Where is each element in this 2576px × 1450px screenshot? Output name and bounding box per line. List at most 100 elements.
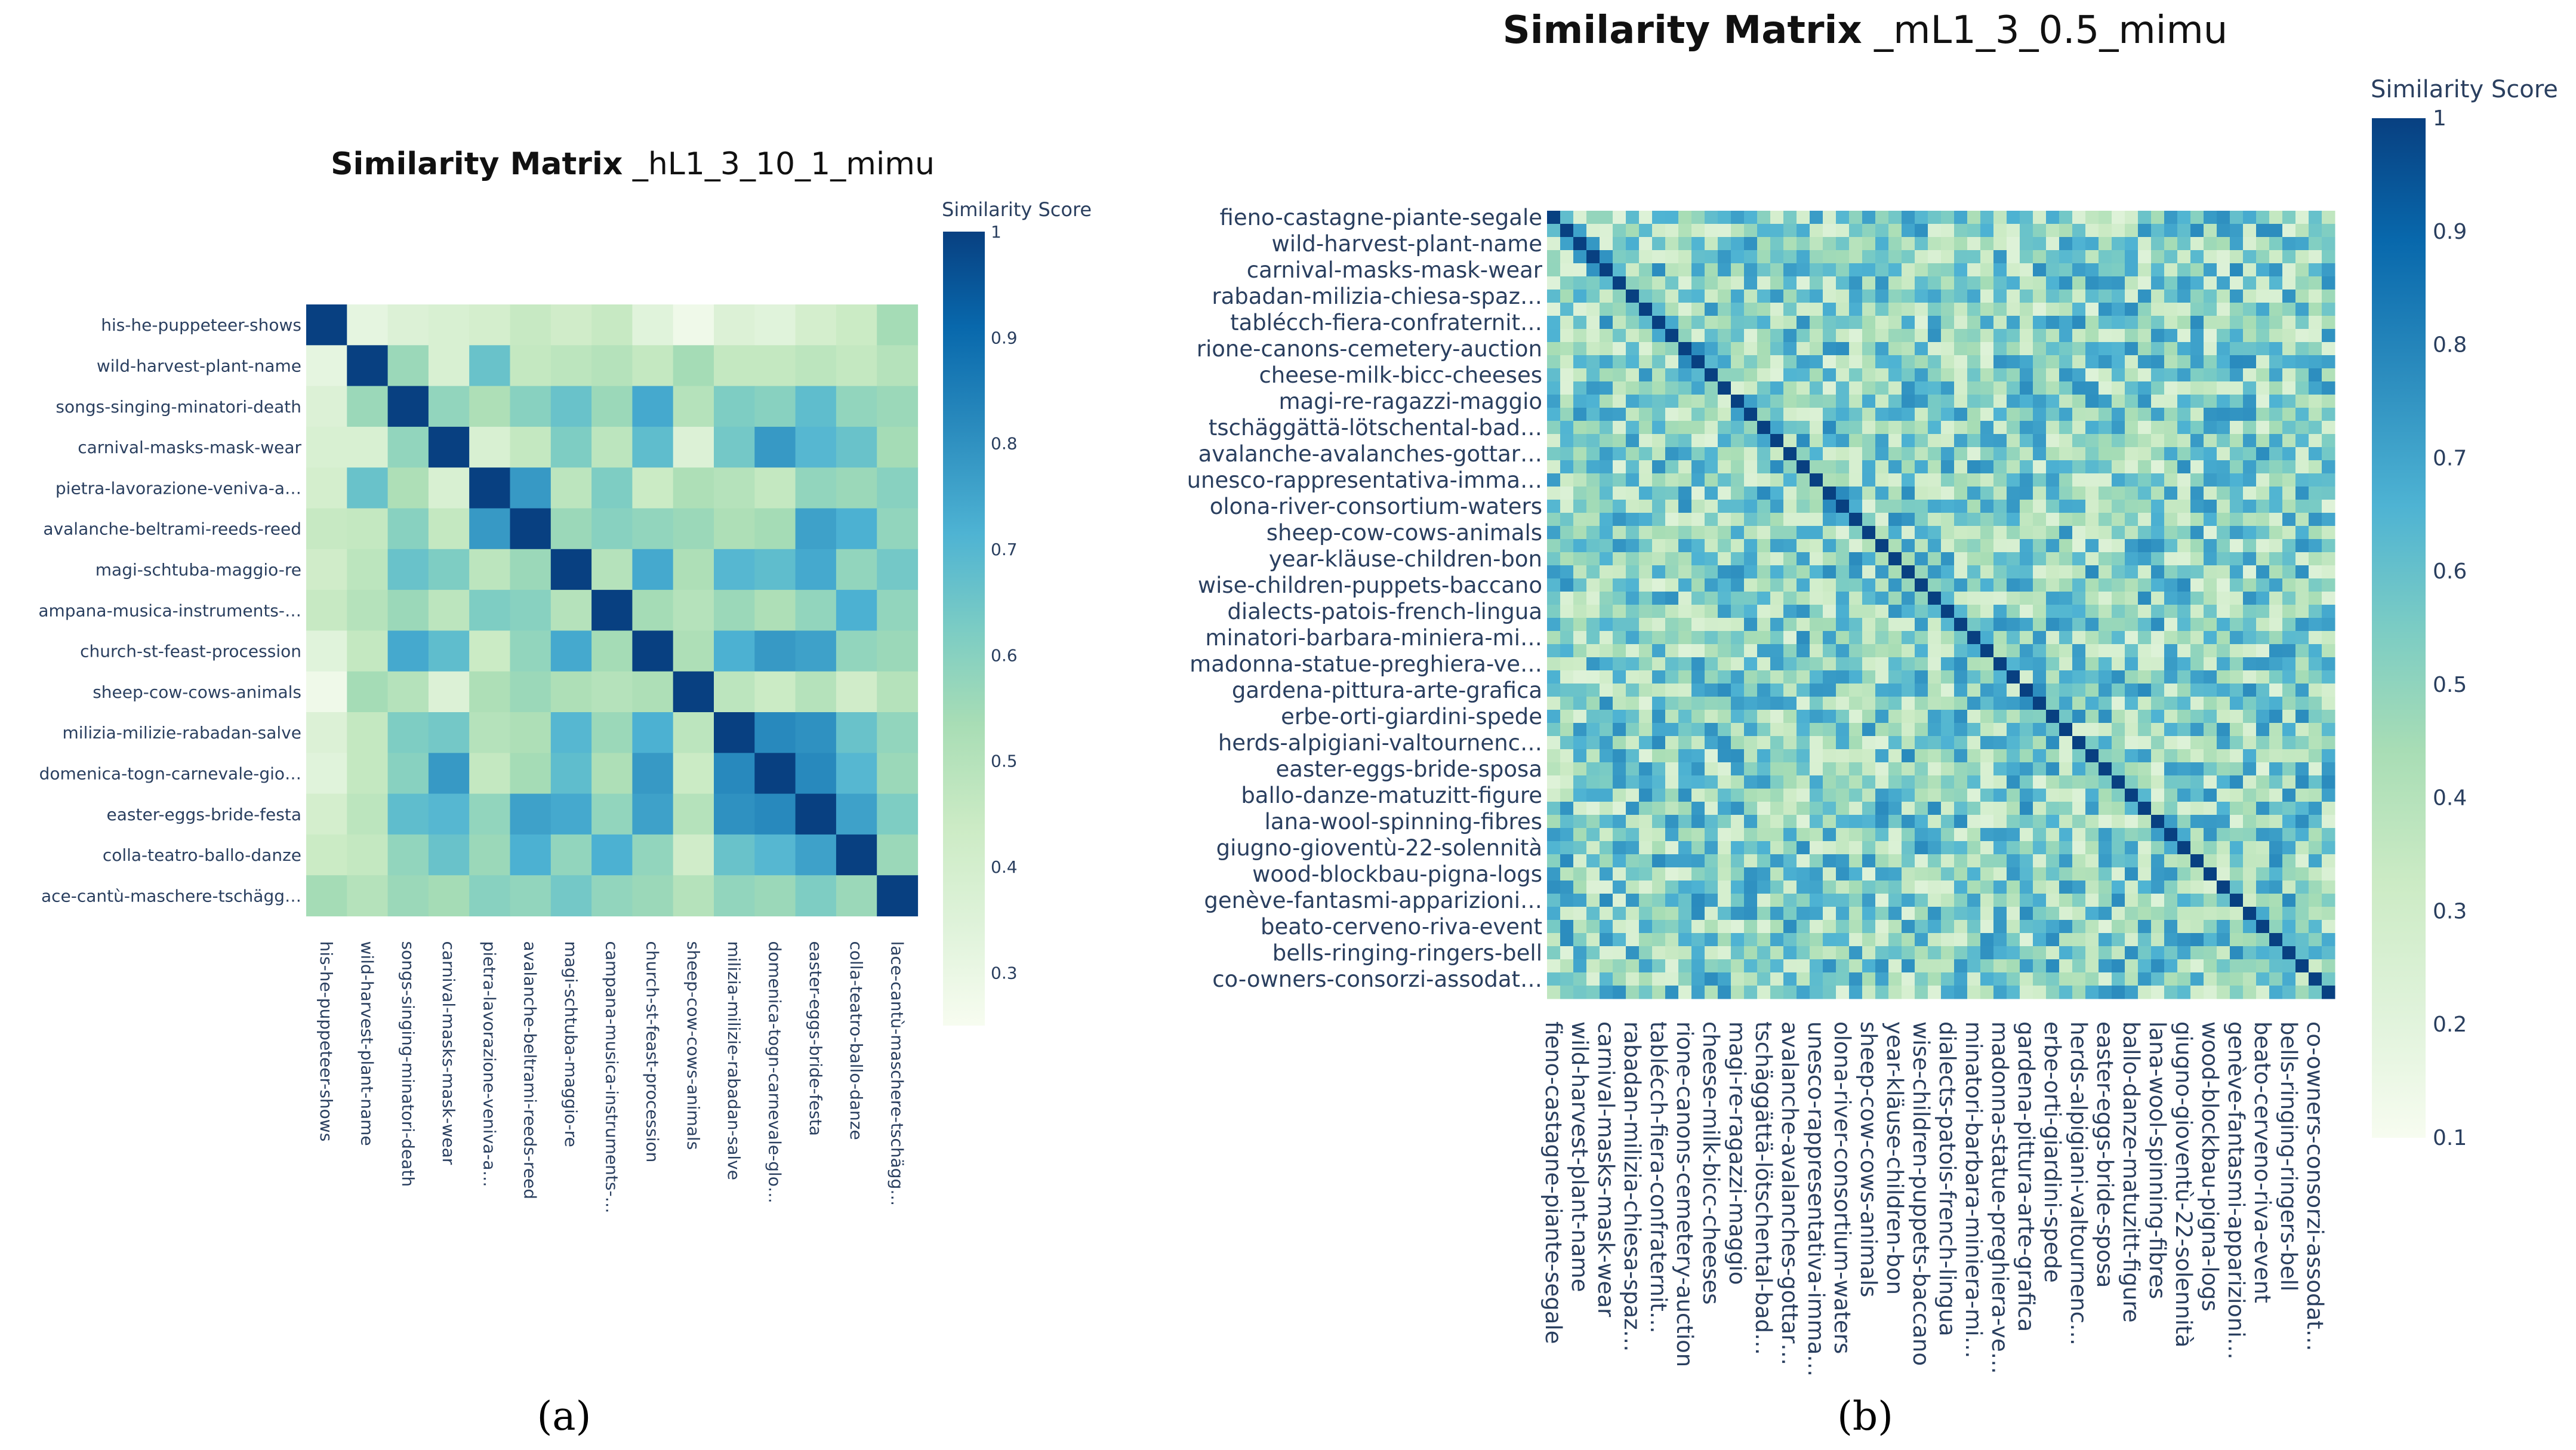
- heatmap-b-cell: [1678, 881, 1692, 894]
- heatmap-b-cell: [2322, 854, 2335, 868]
- heatmap-b-cell: [1665, 959, 1679, 973]
- heatmap-b-cell: [1915, 355, 1928, 369]
- heatmap-a-cell: [877, 630, 919, 672]
- heatmap-b-cell: [1600, 986, 1613, 999]
- heatmap-b-cell: [1626, 552, 1640, 566]
- heatmap-b-cell: [1691, 329, 1705, 343]
- heatmap-b-cell: [2059, 342, 2073, 356]
- heatmap-a-cell: [591, 712, 633, 753]
- heatmap-b-cell: [2204, 263, 2217, 277]
- heatmap-b-cell: [1600, 762, 1613, 776]
- heatmap-b-cell: [1862, 907, 1876, 921]
- heatmap-b-cell: [2059, 263, 2073, 277]
- heatmap-b-cell: [2072, 802, 2086, 815]
- heatmap-b-cell: [1600, 920, 1613, 934]
- heatmap-b-cell: [1744, 605, 1758, 618]
- heatmap-b-cell: [2164, 946, 2178, 960]
- heatmap-b-cell: [2085, 670, 2099, 684]
- heatmap-b-cell: [1560, 670, 1574, 684]
- heatmap-b-cell: [1770, 526, 1784, 540]
- heatmap-b-cell: [1665, 368, 1679, 382]
- heatmap-b-cell: [1810, 854, 1823, 868]
- heatmap-b-cell: [2085, 434, 2099, 448]
- heatmap-b-cell: [2282, 500, 2296, 513]
- heatmap-b-cell: [2204, 815, 2217, 829]
- heatmap-b-cell: [2033, 434, 2047, 448]
- heatmap-b-cell: [2190, 657, 2204, 671]
- heatmap-b-cell: [2020, 736, 2033, 750]
- heatmap-b-cell: [1744, 631, 1758, 645]
- heatmap-b-cell: [1888, 867, 1902, 881]
- heatmap-b-cell: [1954, 237, 1968, 251]
- heatmap-b-cell: [1547, 618, 1561, 632]
- heatmap-b-cell: [1691, 303, 1705, 316]
- heatmap-b-cell: [1718, 986, 1731, 999]
- heatmap-b-cell: [1705, 894, 1718, 907]
- heatmap-b-cell: [2007, 631, 2020, 645]
- heatmap-b-cell: [1613, 250, 1626, 264]
- heatmap-b-cell: [2190, 329, 2204, 343]
- heatmap-b-cell: [1744, 986, 1758, 999]
- heatmap-b-cell: [1639, 224, 1653, 238]
- heatmap-b-cell: [1639, 657, 1653, 671]
- heatmap-b-cell: [1691, 592, 1705, 605]
- heatmap-b-cell: [1928, 460, 1942, 474]
- heatmap-b-cell: [1718, 342, 1731, 356]
- heatmap-b-cell: [2085, 907, 2099, 921]
- heatmap-b-cell: [1797, 986, 1810, 999]
- heatmap-b-cell: [1862, 775, 1876, 789]
- heatmap-b-cell: [2177, 329, 2191, 343]
- heatmap-b-cell: [1928, 276, 1942, 290]
- heatmap-b-x-tick-label: fieno-castagne-piante-segale: [1540, 1021, 1566, 1344]
- heatmap-b-cell: [2269, 276, 2283, 290]
- heatmap-b-cell: [1678, 487, 1692, 500]
- heatmap-a-x-tick-label: his-he-puppeteer-shows: [316, 941, 336, 1142]
- heatmap-b-cell: [1626, 395, 1640, 408]
- heatmap-b-cell: [2256, 263, 2270, 277]
- heatmap-b-cell: [2230, 775, 2244, 789]
- heatmap-b-cell: [1915, 487, 1928, 500]
- heatmap-b-cell: [2125, 815, 2139, 829]
- heatmap-b-cell: [2020, 368, 2033, 382]
- heatmap-b-cell: [2309, 473, 2322, 487]
- heatmap-b-cell: [1573, 381, 1587, 395]
- heatmap-b-cell: [1613, 907, 1626, 921]
- heatmap-b-cell: [1862, 881, 1876, 894]
- heatmap-b-cell: [2164, 605, 2178, 618]
- heatmap-b-cell: [1744, 368, 1758, 382]
- heatmap-b-cell: [1639, 684, 1653, 697]
- heatmap-b-cell: [2033, 565, 2047, 579]
- heatmap-b-cell: [2099, 408, 2112, 421]
- heatmap-b-cell: [2282, 867, 2296, 881]
- heatmap-b-cell: [1665, 316, 1679, 330]
- heatmap-b-cell: [2112, 421, 2125, 435]
- heatmap-b-cell: [2020, 381, 2033, 395]
- heatmap-b-cell: [1836, 368, 1850, 382]
- heatmap-b-cell: [1810, 487, 1823, 500]
- heatmap-b-cell: [1849, 828, 1863, 842]
- heatmap-b-cell: [2112, 526, 2125, 540]
- heatmap-b-cell: [2190, 710, 2204, 724]
- heatmap-b-cell: [2164, 276, 2178, 290]
- heatmap-b-cell: [1967, 224, 1981, 238]
- heatmap-b-cell: [2177, 342, 2191, 356]
- heatmap-b-cell: [1678, 841, 1692, 855]
- heatmap-b-cell: [2217, 592, 2230, 605]
- heatmap-b-cell: [1547, 316, 1561, 330]
- heatmap-b-cell: [1862, 329, 1876, 343]
- heatmap-b-cell: [1744, 933, 1758, 947]
- heatmap-b-cell: [1770, 841, 1784, 855]
- heatmap-b-cell: [2309, 592, 2322, 605]
- heatmap-b-cell: [2256, 815, 2270, 829]
- heatmap-b-cell: [2204, 684, 2217, 697]
- heatmap-b-cell: [1862, 316, 1876, 330]
- heatmap-b-cell: [2164, 959, 2178, 973]
- heatmap-b-cell: [1586, 421, 1600, 435]
- heatmap-b-cell: [1560, 552, 1574, 566]
- heatmap-b-cell: [1731, 513, 1745, 527]
- heatmap-b-cell: [2204, 972, 2217, 986]
- heatmap-b-cell: [2112, 670, 2125, 684]
- heatmap-b-cell: [2125, 697, 2139, 710]
- heatmap-b-cell: [1810, 775, 1823, 789]
- heatmap-b-cell: [1941, 920, 1955, 934]
